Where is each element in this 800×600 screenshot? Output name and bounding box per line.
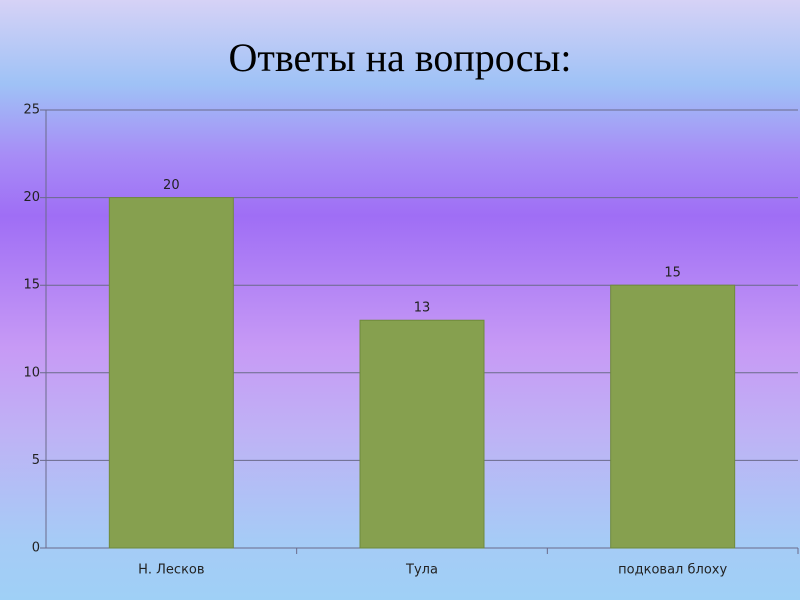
bar [610, 284, 736, 549]
bar [108, 197, 234, 549]
bar [359, 319, 485, 549]
x-tick-label: подковал блоху [618, 563, 727, 578]
data-label: 15 [664, 266, 681, 281]
y-tick-label: 20 [23, 190, 40, 205]
y-tick-label: 10 [23, 365, 40, 380]
x-tick-label: Н. Лесков [138, 563, 204, 578]
x-tick-label: Тула [405, 563, 438, 578]
data-label: 20 [163, 178, 180, 193]
data-label: 13 [414, 301, 431, 316]
y-tick-label: 5 [32, 453, 40, 468]
y-tick-label: 25 [23, 103, 40, 118]
y-tick-label: 15 [23, 278, 40, 293]
chart-title: Ответы на вопросы: [228, 35, 571, 80]
y-tick-label: 0 [32, 541, 40, 556]
